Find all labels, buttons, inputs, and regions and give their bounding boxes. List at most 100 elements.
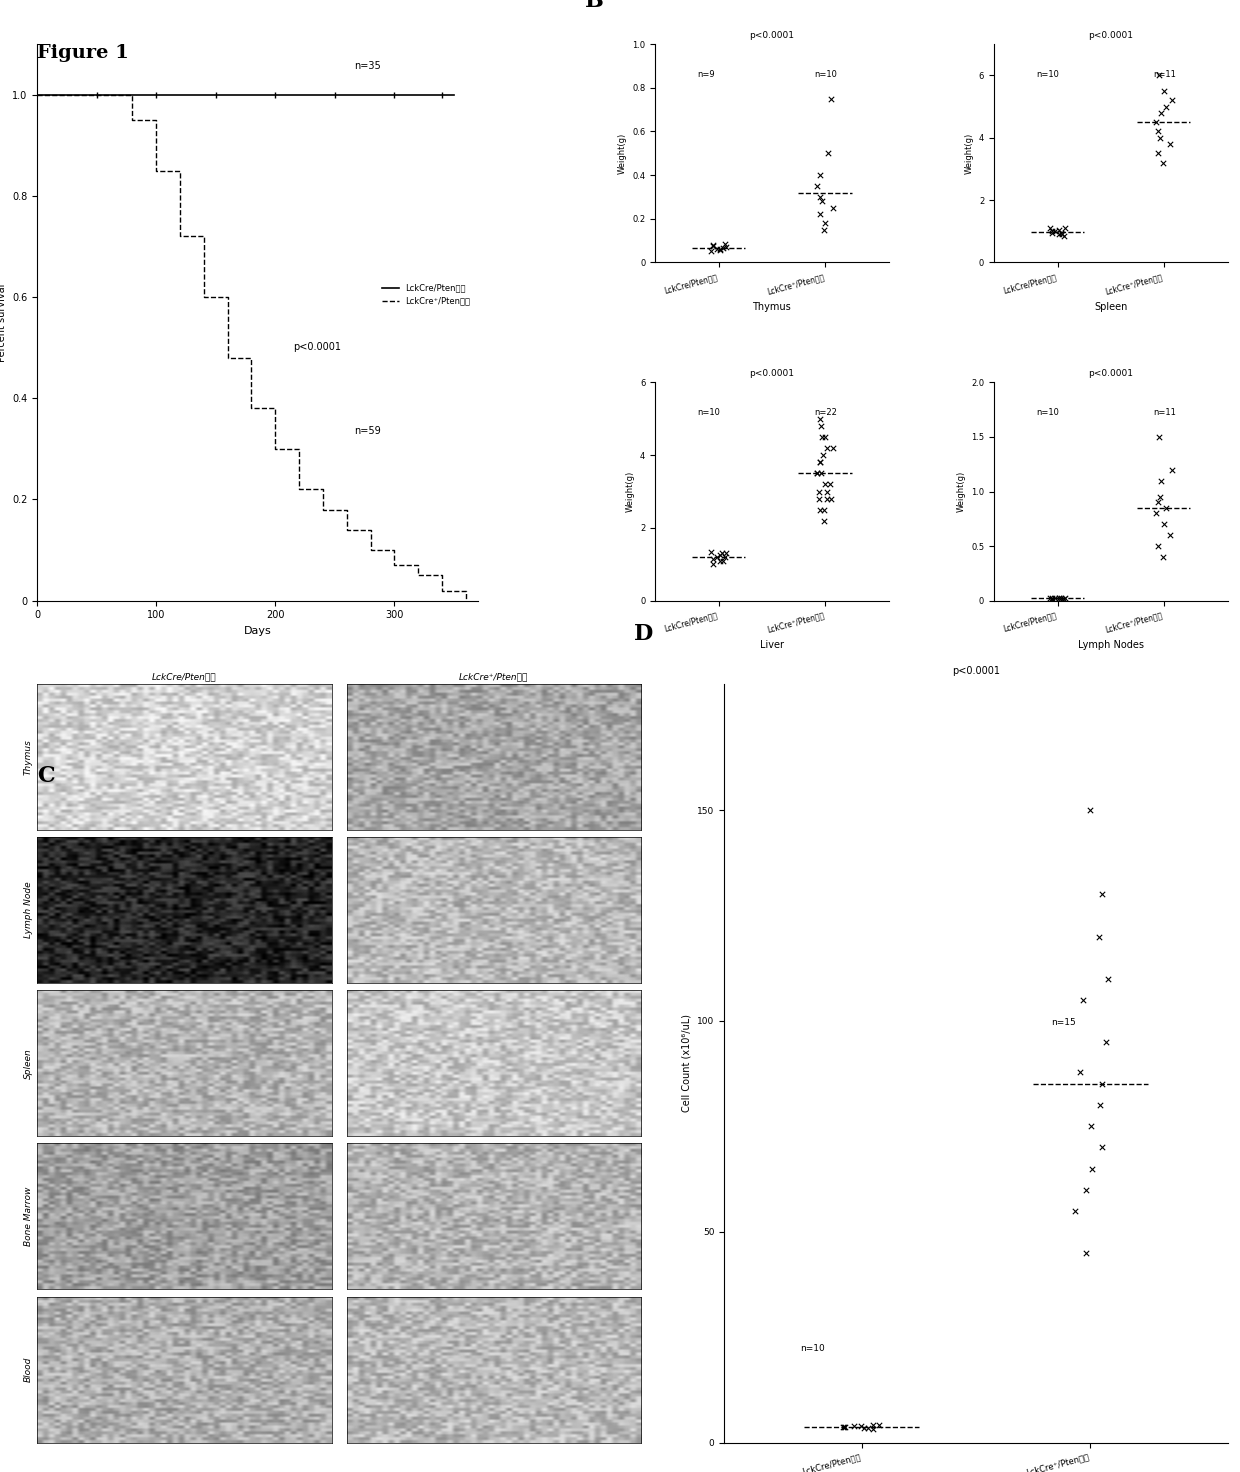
Point (812, 190, 832, 213)
Point (1081, 1114, 1101, 1138)
Point (1054, 587, 1074, 611)
Point (1042, 221, 1061, 244)
Point (821, 87, 841, 110)
Point (835, 1416, 854, 1440)
Point (812, 443, 832, 467)
X-axis label: Thymus: Thymus (753, 302, 791, 312)
Point (833, 1415, 853, 1438)
Text: Figure 1: Figure 1 (37, 44, 129, 62)
Text: n=22: n=22 (813, 408, 837, 417)
X-axis label: Lymph Nodes: Lymph Nodes (1078, 640, 1143, 651)
Point (1149, 425, 1169, 449)
Point (715, 545, 735, 568)
Point (1149, 63, 1169, 87)
Point (703, 234, 723, 258)
Point (1042, 219, 1061, 243)
Text: D: D (634, 623, 653, 645)
Point (713, 549, 733, 573)
Text: n=35: n=35 (355, 60, 381, 71)
Point (707, 545, 727, 568)
Point (821, 487, 841, 511)
Point (811, 462, 831, 486)
Text: n=59: n=59 (355, 425, 381, 436)
Point (1151, 470, 1171, 493)
Point (869, 1413, 889, 1437)
Point (815, 498, 835, 521)
Point (810, 480, 830, 503)
Point (1156, 94, 1176, 118)
Text: B: B (585, 0, 604, 12)
Point (702, 540, 722, 564)
Point (851, 1415, 870, 1438)
Point (1092, 1073, 1112, 1097)
Y-axis label: Weight(g): Weight(g) (625, 471, 635, 512)
Point (811, 414, 831, 437)
Point (1076, 1241, 1096, 1264)
Point (823, 436, 843, 459)
Point (1076, 1178, 1096, 1201)
Point (703, 552, 723, 576)
Point (807, 462, 827, 486)
Point (1045, 219, 1065, 243)
Point (1156, 496, 1176, 520)
Point (863, 1413, 883, 1437)
Point (1055, 586, 1075, 609)
Y-axis label: Percent survival: Percent survival (0, 283, 6, 362)
Point (810, 498, 830, 521)
Point (835, 1415, 854, 1438)
Point (1055, 216, 1075, 240)
Legend: LckCre/Ptenᴯᴯ, LckCre⁺/Ptenᴯᴯ: LckCre/Ptenᴯᴯ, LckCre⁺/Ptenᴯᴯ (378, 280, 474, 309)
Point (1151, 486, 1171, 509)
Y-axis label: Weight(g): Weight(g) (956, 471, 966, 512)
Point (1049, 218, 1069, 241)
Point (1159, 132, 1179, 156)
Point (1090, 1094, 1110, 1117)
Text: n=9: n=9 (697, 69, 714, 79)
Point (1151, 127, 1171, 150)
Point (844, 1415, 864, 1438)
Point (863, 1418, 883, 1441)
Point (1042, 587, 1061, 611)
Text: p<0.0001: p<0.0001 (1089, 369, 1133, 378)
Point (712, 542, 732, 565)
Point (1162, 88, 1182, 112)
Point (1159, 524, 1179, 548)
Point (1080, 798, 1100, 821)
Point (1052, 587, 1071, 611)
Point (1073, 988, 1092, 1011)
Point (808, 487, 828, 511)
Point (717, 542, 737, 565)
Y-axis label: Weight(g): Weight(g) (965, 132, 973, 174)
Point (810, 408, 830, 431)
Point (711, 237, 730, 261)
Point (1065, 1198, 1085, 1222)
Point (1052, 587, 1071, 611)
Text: C: C (37, 765, 55, 788)
Y-axis label: Weight(g): Weight(g) (618, 132, 626, 174)
Point (1042, 587, 1061, 611)
Title: LckCre⁺/Ptenᴯᴯ: LckCre⁺/Ptenᴯᴯ (459, 673, 528, 682)
Text: p<0.0001: p<0.0001 (749, 369, 795, 378)
Point (816, 212, 836, 236)
Text: n=10: n=10 (800, 1344, 825, 1353)
Y-axis label: Thymus: Thymus (24, 739, 33, 774)
Point (702, 240, 722, 263)
Point (1153, 545, 1173, 568)
Point (1040, 216, 1060, 240)
Point (1148, 534, 1168, 558)
Point (858, 1416, 878, 1440)
Point (810, 185, 830, 209)
Y-axis label: Cell Count (x10⁶/uL): Cell Count (x10⁶/uL) (682, 1014, 692, 1113)
Point (1049, 586, 1069, 609)
Point (807, 462, 827, 486)
Text: p<0.0001: p<0.0001 (749, 31, 795, 40)
Point (711, 238, 730, 262)
Point (1146, 110, 1166, 134)
Point (707, 237, 727, 261)
Point (1070, 1060, 1090, 1083)
Point (1092, 1136, 1112, 1160)
Point (1049, 222, 1069, 246)
Point (815, 425, 835, 449)
Point (1096, 1030, 1116, 1054)
Text: n=10: n=10 (1035, 408, 1059, 417)
